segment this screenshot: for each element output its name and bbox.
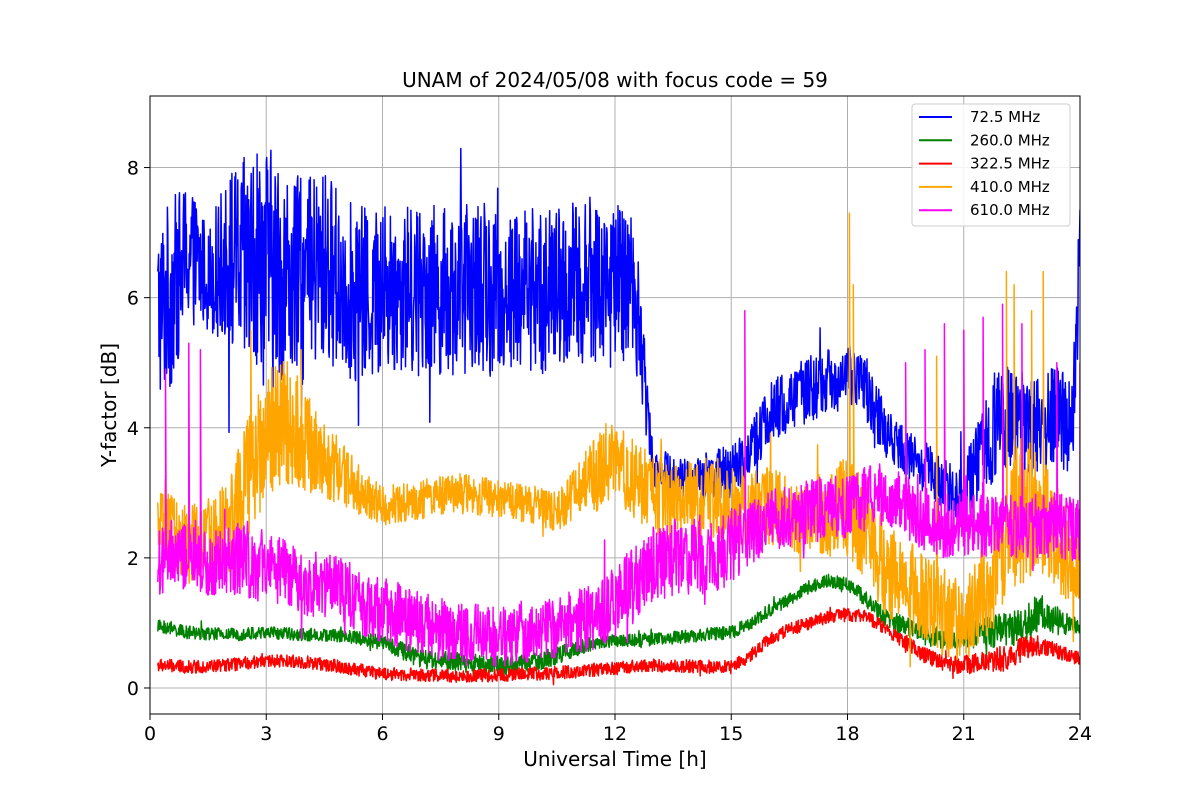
legend-label: 410.0 MHz — [970, 178, 1050, 196]
series-line-3 — [157, 606, 1080, 686]
x-tick-label: 0 — [144, 723, 156, 745]
y-tick-label: 8 — [127, 158, 139, 180]
series-layer — [157, 147, 1080, 686]
x-tick-label: 6 — [376, 723, 388, 745]
x-tick-label: 12 — [603, 723, 627, 745]
series-line-4 — [157, 212, 1080, 668]
y-tick-label: 0 — [127, 678, 139, 700]
x-tick-label: 18 — [835, 723, 859, 745]
legend-label: 322.5 MHz — [970, 155, 1050, 173]
y-axis-label: Y-factor [dB] — [97, 343, 121, 468]
x-tick-label: 15 — [719, 723, 743, 745]
legend: 72.5 MHz 260.0 MHz 322.5 MHz 410.0 MHz 610.0… — [911, 103, 1071, 227]
x-tick-label: 21 — [952, 723, 976, 745]
legend-box — [911, 103, 1071, 227]
legend-label: 72.5 MHz — [970, 108, 1040, 126]
x-tick-label: 3 — [260, 723, 272, 745]
legend-label: 610.0 MHz — [970, 201, 1050, 219]
y-tick-label: 4 — [127, 418, 139, 440]
series-line-1 — [157, 147, 1080, 527]
x-axis-label: Universal Time [h] — [523, 747, 706, 771]
y-tick-label: 6 — [127, 288, 139, 310]
x-tick-label: 9 — [493, 723, 505, 745]
x-tick-label: 24 — [1068, 723, 1092, 745]
chart-title: UNAM of 2024/05/08 with focus code = 59 — [402, 68, 828, 92]
y-tick-label: 2 — [127, 548, 139, 570]
legend-label: 260.0 MHz — [970, 131, 1050, 149]
series-line-5 — [157, 303, 1080, 668]
